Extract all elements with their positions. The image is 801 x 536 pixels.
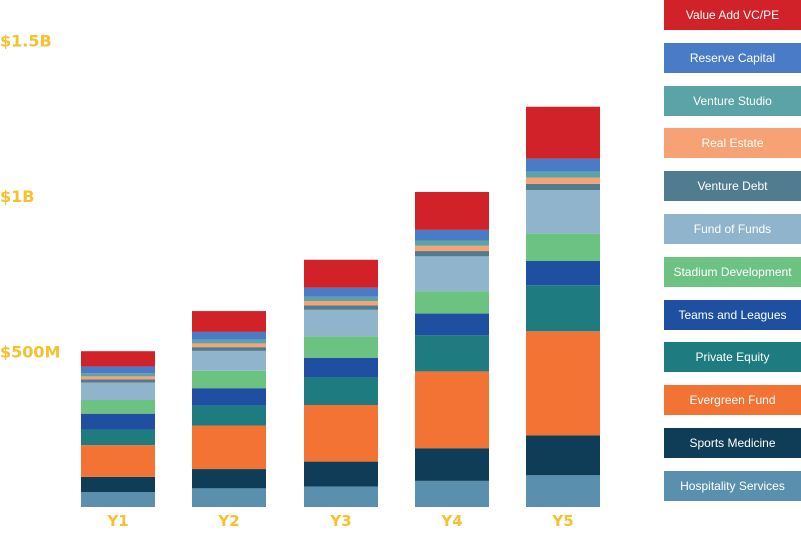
bar-segment (304, 404, 378, 462)
legend-item: Real Estate (664, 128, 801, 159)
legend-item: Sports Medicine (664, 428, 801, 458)
bar-segment (526, 158, 600, 172)
legend-item: Fund of Funds (664, 214, 801, 244)
bar-segment (192, 343, 266, 348)
y-tick-label: $1B (0, 187, 34, 206)
bar-segment (304, 301, 378, 306)
legend-item: Venture Studio (664, 85, 801, 116)
x-tick-label: Y4 (440, 512, 462, 530)
bar-segment (81, 373, 155, 377)
legend-item: Private Equity (664, 342, 801, 373)
bar-segment (526, 435, 600, 476)
bar-segment (192, 350, 266, 371)
bar-segment (192, 339, 266, 344)
bar-segment (81, 413, 155, 430)
bar-segment (526, 331, 600, 436)
bar-segment (192, 311, 266, 332)
bar-segment (415, 371, 489, 449)
bar-segment (304, 296, 378, 302)
bar-segment (81, 379, 155, 383)
bar-segment (192, 370, 266, 389)
bar-segment (304, 336, 378, 358)
bar-segment (304, 486, 378, 507)
bar-segment (81, 476, 155, 493)
bar-segment (192, 405, 266, 426)
y-tick-label: $500M (0, 343, 60, 362)
x-tick-label: Y2 (217, 512, 239, 530)
x-tick-label: Y3 (329, 512, 351, 530)
bar-segment (415, 313, 489, 336)
bar-segment (192, 469, 266, 489)
y-tick-label: $1.5B (0, 32, 52, 51)
x-tick-label: Y5 (551, 512, 573, 530)
bar-segment (526, 171, 600, 178)
bar-segment (526, 177, 600, 184)
legend-item: Value Add VC/PE (664, 0, 801, 30)
bar-segment (81, 492, 155, 507)
bar-segment (415, 256, 489, 292)
legend-item: Reserve Capital (664, 42, 801, 73)
bar-segment (81, 351, 155, 367)
bar-segment (526, 260, 600, 286)
bar-segment (304, 305, 378, 310)
bar-segment (526, 475, 600, 507)
bar-segment (415, 335, 489, 372)
x-axis-ticks: Y1 Y2 Y3 Y4 Y5 (106, 512, 573, 530)
bar-segment (81, 376, 155, 380)
bar-segment (192, 488, 266, 507)
y-axis-ticks: $500M $1B $1.5B (0, 32, 60, 362)
bar-segment (304, 461, 378, 487)
bar-segment (192, 388, 266, 406)
legend-item: Venture Debt (664, 171, 801, 202)
bar-segment (415, 191, 489, 230)
bar-segment (304, 377, 378, 405)
legend-item: Teams and Leagues (664, 299, 801, 330)
bar-segment (192, 331, 266, 340)
bar-segment (415, 480, 489, 507)
legend-item: Hospitality Services (664, 470, 801, 501)
bar-segment (304, 259, 378, 288)
bar-segment (415, 240, 489, 246)
bar-segment (81, 400, 155, 414)
bar-segment (415, 251, 489, 257)
bar-segment (526, 183, 600, 191)
bar-segment (81, 366, 155, 374)
bar-segment (81, 445, 155, 477)
bar-segment (526, 285, 600, 332)
bar-segment (192, 425, 266, 470)
bar-segment (526, 106, 600, 159)
legend-item: Stadium Development (664, 256, 801, 287)
bar-segment (304, 287, 378, 297)
bar-segment (526, 233, 600, 261)
bar-segment (304, 357, 378, 378)
bar-segment (192, 347, 266, 351)
bar-segment (304, 309, 378, 337)
x-tick-label: Y1 (106, 512, 128, 530)
bar-segment (415, 245, 489, 252)
bars (81, 106, 600, 507)
bar-segment (526, 190, 600, 234)
bar-segment (415, 229, 489, 241)
legend-item: Evergreen Fund (664, 385, 801, 416)
bar-segment (81, 382, 155, 401)
bar-segment (415, 448, 489, 481)
bar-segment (81, 429, 155, 446)
bar-segment (415, 291, 489, 314)
